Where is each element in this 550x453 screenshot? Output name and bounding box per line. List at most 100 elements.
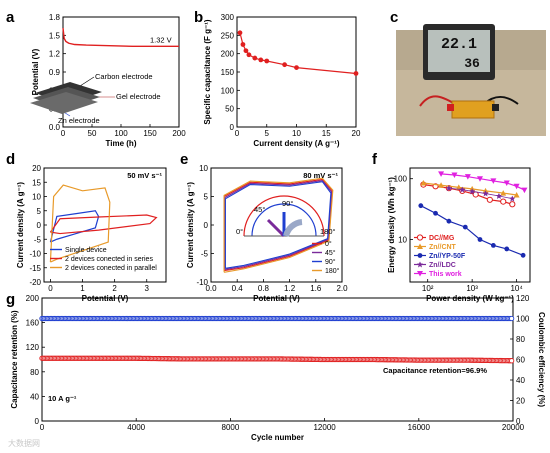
panel-f-point — [469, 188, 476, 195]
panel-b-xtick-label: 0 — [235, 129, 240, 138]
panel-g-ytick-label: 80 — [30, 368, 39, 377]
panel-f-point — [418, 203, 424, 209]
panel-d-ytick-label: 5 — [37, 207, 42, 216]
panel-f-point — [495, 192, 502, 199]
panel-g-ytick-label: 160 — [26, 319, 40, 328]
panel-g-xlabel: Cycle number — [251, 433, 304, 442]
panel-f-point — [451, 172, 458, 179]
panel-label-c: c — [390, 9, 398, 26]
panel-d-ytick-label: -15 — [29, 264, 41, 273]
panel-e-legend-item: 90° — [325, 258, 336, 266]
panel-f-frame — [409, 167, 531, 283]
meter-humidity-readout: 36 — [464, 56, 480, 71]
panel-f-point — [509, 201, 516, 208]
panel-b-point — [246, 52, 252, 58]
panel-f-ytick-label: 10 — [398, 236, 407, 245]
inset-label-45: 45° — [254, 205, 265, 214]
panel-f-point — [476, 176, 483, 182]
panel-b-xlabel: Current density (A g⁻¹) — [253, 139, 339, 148]
panel-f-xtick-label: 10² — [422, 284, 434, 293]
panel-a-ytick-label: 0.0 — [49, 123, 61, 132]
panel-f-point — [459, 186, 466, 193]
panel-f-point — [462, 224, 468, 230]
panel-d-ytick-label: 15 — [32, 178, 41, 187]
panel-e-ytick-label: 5 — [204, 193, 209, 202]
panel-g-ytick-label: 40 — [516, 376, 525, 385]
panel-a-xtick-label: 50 — [88, 129, 97, 138]
panel-g-ytick-label: 80 — [516, 335, 525, 344]
panel-d-ylabel: Current density (A g⁻¹) — [16, 182, 25, 268]
panel-e-cv-2 — [224, 181, 332, 269]
panel-e-ytick-label: -10 — [196, 278, 208, 287]
inset-label-90: 90° — [282, 199, 293, 208]
panel-d-scanrate: 50 mV s⁻¹ — [127, 171, 162, 180]
panel-b-point — [237, 30, 243, 36]
panel-d-cv-1 — [49, 214, 158, 235]
panel-f-point — [438, 182, 445, 188]
panel-e-xtick-label: 0.0 — [205, 284, 217, 293]
panel-f-point — [472, 191, 479, 198]
panel-f-point — [445, 185, 452, 192]
panel-f-point — [504, 246, 510, 252]
panel-e-xtick-label: 1.6 — [310, 284, 322, 293]
protractor-sweep — [283, 219, 303, 237]
panel-a-ytick-label: 1.5 — [49, 31, 61, 40]
panel-f-point — [482, 190, 489, 197]
panel-g-point-efficiency — [508, 315, 515, 322]
panel-c-photo: 22.1 36 — [396, 24, 546, 136]
panel-d-ytick-label: -10 — [29, 250, 41, 259]
panel-a-xtick-label: 100 — [114, 129, 128, 138]
protractor-outer-arc — [243, 195, 325, 237]
panel-b-point — [243, 48, 249, 54]
panel-f-point — [455, 184, 462, 190]
panel-b-ytick-label: 250 — [221, 31, 235, 40]
panel-b-ylabel: Specific capacitance (F g⁻¹) — [203, 19, 212, 124]
panel-f-legend-item: Zn//CNT — [429, 244, 457, 251]
panel-f-ylabel: Energy density (Wh kg⁻¹) — [387, 177, 396, 273]
panel-d-ytick-label: -20 — [29, 278, 41, 287]
panel-label-e: e — [180, 151, 188, 168]
panel-f-xtick-label: 10⁴ — [510, 284, 523, 293]
panel-a-ylabel: Potential (V) — [31, 48, 40, 95]
panel-b-xtick-label: 10 — [292, 129, 301, 138]
panel-g-xtick-label: 20000 — [502, 423, 525, 432]
panel-f-point — [433, 210, 438, 216]
panel-f-legend-marker — [416, 234, 424, 241]
panel-f-ytick-label: 100 — [394, 175, 408, 184]
panel-g-ytick-label: 120 — [516, 294, 530, 303]
panel-d-ytick-label: -5 — [34, 235, 42, 244]
panel-a-ytick-label: 0.9 — [49, 68, 61, 77]
panel-f-point — [420, 179, 427, 186]
panel-f-point — [464, 174, 471, 180]
panel-g-ytick-label: 120 — [26, 343, 40, 352]
panel-a-ytick-label: 1.8 — [49, 13, 61, 22]
watermark: 大数据网 — [8, 438, 40, 448]
protractor-needle-45 — [266, 218, 286, 238]
panel-e-ytick-label: -5 — [201, 250, 209, 259]
panel-e-cv-3 — [223, 177, 334, 273]
panel-f-legend-item: This work — [429, 271, 462, 278]
panel-e-scanrate: 80 mV s⁻¹ — [303, 171, 338, 180]
panel-g-ytick-label: 0 — [35, 417, 40, 426]
panel-f-legend-marker — [417, 243, 423, 249]
meter-screen — [428, 30, 490, 72]
panel-f-xtick-label: 10³ — [466, 284, 478, 293]
panel-f-legend-item: Zn//LDC — [429, 262, 456, 269]
panel-f-point — [513, 183, 520, 190]
panel-f-point — [490, 242, 496, 248]
panel-b-capacitance-line — [239, 32, 357, 75]
panel-f-point — [500, 190, 507, 196]
device-on-clips — [451, 100, 495, 119]
panel-b-point — [294, 65, 299, 70]
panel-g-ylabel-right: Coulombic efficiency (%) — [537, 312, 546, 407]
panel-e-legend-item: 180° — [325, 267, 340, 275]
panel-d-ytick-label: 10 — [32, 193, 41, 202]
panel-label-a: a — [6, 9, 15, 26]
panel-d-ytick-label: 0 — [37, 221, 42, 230]
panel-a-xtick-label: 200 — [172, 129, 186, 138]
panel-e-legend-item: 0° — [325, 240, 332, 248]
panel-g-xtick-label: 8000 — [222, 423, 240, 432]
panel-f-legend-marker — [417, 253, 423, 258]
panel-g-ytick-label: 200 — [26, 294, 40, 303]
